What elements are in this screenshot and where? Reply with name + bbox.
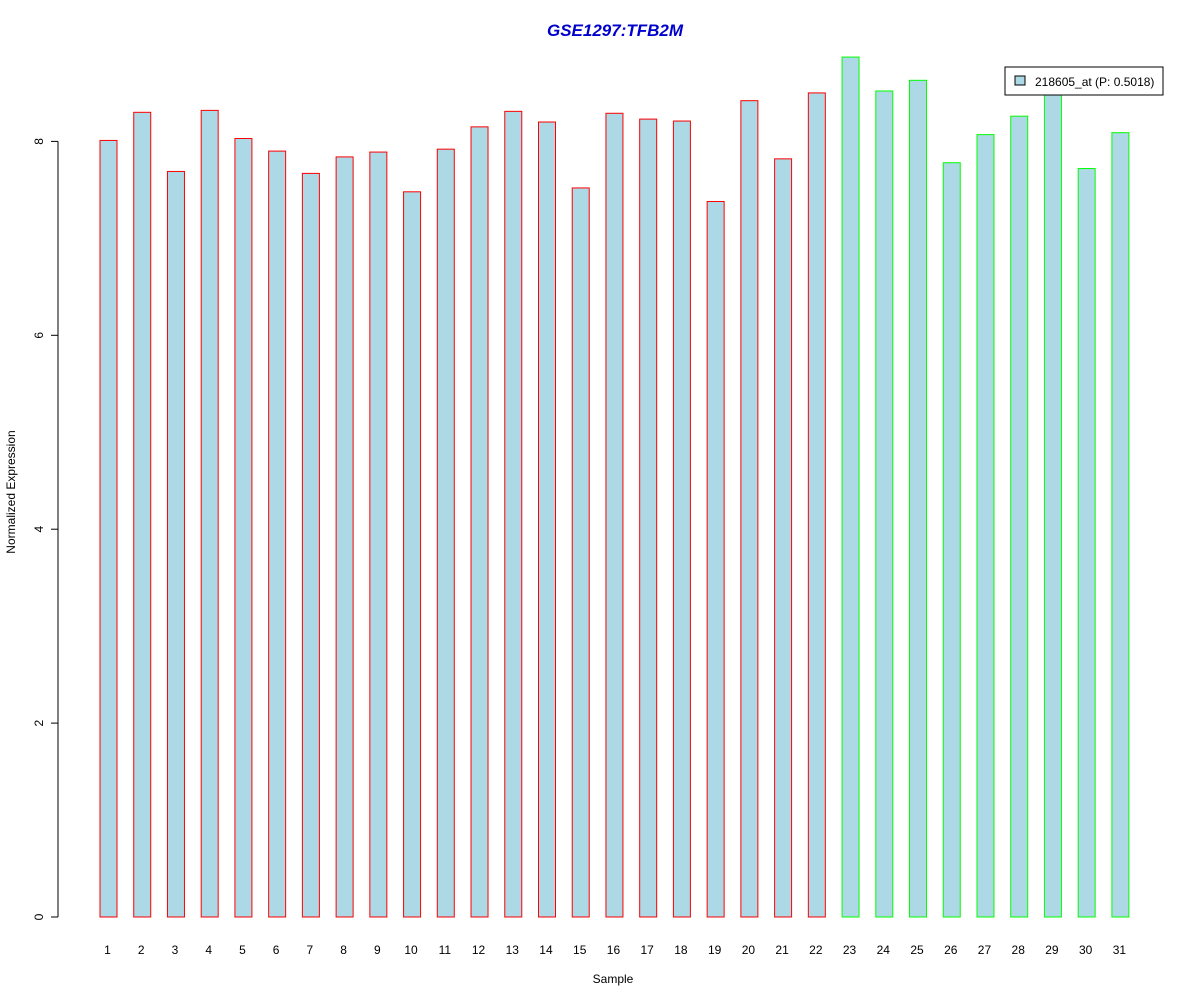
- bar-sample-14: [537, 121, 556, 918]
- x-tick-label: 4: [205, 943, 212, 957]
- bar-sample-22: [807, 92, 826, 918]
- bar-sample-8: [335, 156, 354, 918]
- bars-group: [99, 56, 1130, 918]
- x-tick-label: 23: [843, 943, 857, 957]
- x-tick-label: 27: [978, 943, 992, 957]
- x-tick-label: 21: [775, 943, 789, 957]
- x-tick-label: 25: [910, 943, 924, 957]
- y-tick-label: 0: [32, 913, 46, 920]
- x-tick-label: 20: [742, 943, 756, 957]
- bar-sample-7: [301, 172, 320, 918]
- bar-sample-11: [436, 148, 455, 918]
- bar-sample-4: [200, 109, 219, 918]
- bar-sample-31: [1111, 132, 1130, 918]
- x-tick-label: 24: [877, 943, 891, 957]
- x-tick-label: 18: [674, 943, 688, 957]
- x-axis-label: Sample: [593, 972, 634, 986]
- x-tick-label: 10: [404, 943, 418, 957]
- bar-sample-30: [1077, 168, 1096, 918]
- y-tick-label: 4: [32, 526, 46, 533]
- bar-sample-13: [504, 110, 523, 918]
- bar-sample-5: [234, 137, 253, 918]
- x-tick-label: 5: [239, 943, 246, 957]
- bar-sample-6: [268, 150, 287, 918]
- x-tick-label: 16: [607, 943, 621, 957]
- bar-sample-19: [706, 201, 725, 918]
- bar-sample-28: [1010, 115, 1029, 918]
- bar-sample-26: [942, 162, 961, 918]
- x-tick-label: 2: [138, 943, 145, 957]
- x-tick-label: 13: [506, 943, 520, 957]
- bar-sample-24: [875, 90, 894, 918]
- bar-sample-23: [841, 56, 860, 918]
- y-axis: 0 2 4 6 8: [32, 138, 59, 920]
- x-tick-label: 19: [708, 943, 722, 957]
- x-tick-label: 28: [1012, 943, 1026, 957]
- bar-sample-1: [99, 139, 118, 918]
- y-axis-label: Normalized Expression: [4, 430, 18, 553]
- x-tick-label: 11: [439, 943, 452, 957]
- x-tick-label: 14: [539, 943, 553, 957]
- bar-sample-9: [369, 151, 388, 918]
- bar-sample-3: [166, 170, 185, 918]
- bar-sample-27: [976, 134, 995, 918]
- bar-sample-25: [909, 79, 928, 918]
- bar-sample-15: [571, 187, 590, 918]
- bar-sample-12: [470, 126, 489, 918]
- x-tick-label: 3: [172, 943, 179, 957]
- bar-sample-21: [774, 158, 793, 918]
- legend-label: 218605_at (P: 0.5018): [1035, 75, 1154, 89]
- x-tick-label: 7: [307, 943, 314, 957]
- x-tick-label: 31: [1113, 943, 1127, 957]
- x-tick-label: 15: [573, 943, 587, 957]
- x-tick-label: 26: [944, 943, 958, 957]
- bar-sample-20: [740, 100, 759, 918]
- bar-sample-10: [403, 191, 422, 918]
- x-tick-label: 12: [472, 943, 486, 957]
- x-tick-label: 30: [1079, 943, 1093, 957]
- bar-sample-18: [672, 120, 691, 918]
- y-tick-label: 6: [32, 332, 46, 339]
- bar-sample-2: [133, 111, 152, 918]
- y-tick-label: 8: [32, 138, 46, 145]
- bar-sample-16: [605, 112, 624, 918]
- x-tick-label: 22: [809, 943, 823, 957]
- x-tick-label: 9: [374, 943, 381, 957]
- legend-box: [1004, 66, 1164, 96]
- legend-swatch: [1014, 75, 1026, 86]
- bar-sample-17: [639, 118, 658, 918]
- y-tick-label: 2: [32, 719, 46, 726]
- chart-title: GSE1297:TFB2M: [547, 21, 684, 40]
- x-tick-label: 6: [273, 943, 280, 957]
- x-tick-label: 8: [340, 943, 347, 957]
- x-tick-labels: 1 2 3 4 5 6 7 8 9 10 11 12 13 14 15 16 17 18 19 20 21 22 23 24 2…: [104, 943, 1126, 957]
- x-tick-label: 17: [641, 943, 655, 957]
- x-tick-label: 29: [1045, 943, 1059, 957]
- x-tick-label: 1: [104, 943, 111, 957]
- bar-sample-29: [1043, 92, 1062, 918]
- legend: 218605_at (P: 0.5018): [1004, 66, 1164, 96]
